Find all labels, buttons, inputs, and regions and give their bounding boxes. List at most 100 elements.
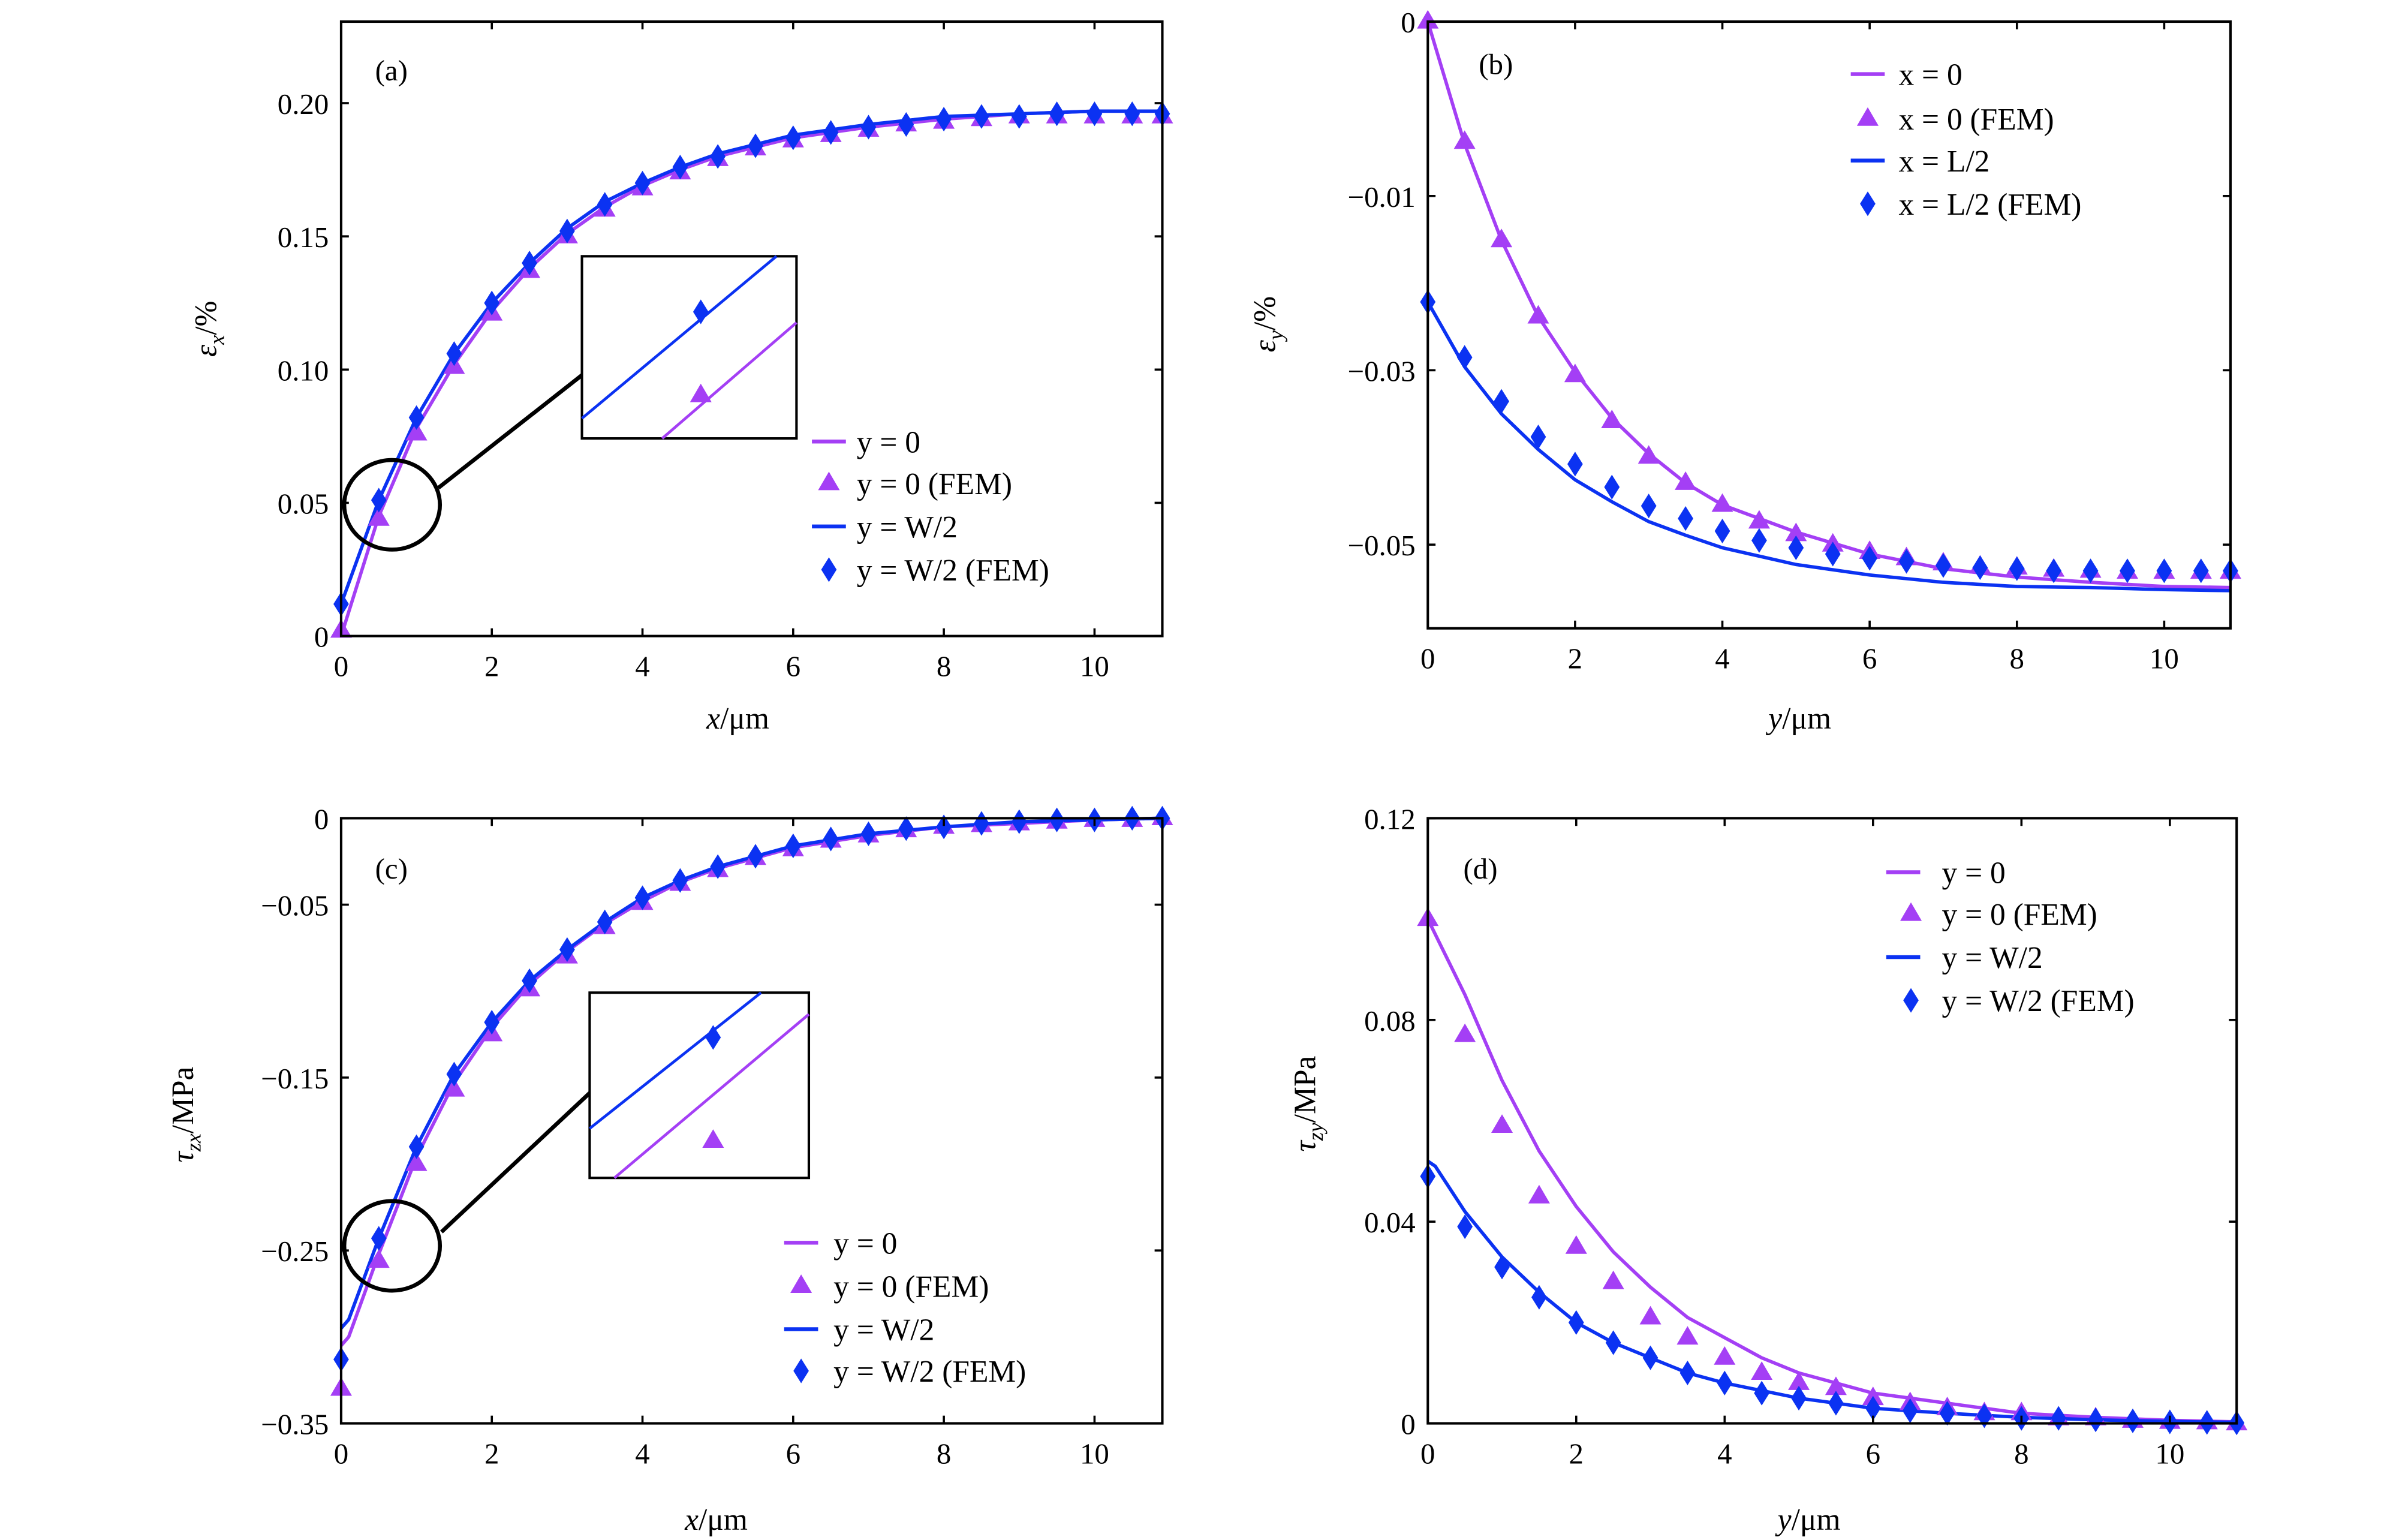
y-tick-label: −0.35 bbox=[261, 1408, 329, 1441]
x-tick-label: 10 bbox=[1080, 1437, 1109, 1470]
data-point-triangle bbox=[1601, 410, 1623, 428]
legend-entry: y = 0 (FEM) bbox=[818, 467, 1012, 501]
legend-label: y = 0 bbox=[833, 1226, 897, 1261]
x-tick-label: 0 bbox=[334, 650, 348, 683]
legend-entry: x = 0 (FEM) bbox=[1856, 103, 2054, 137]
y-tick-label: −0.03 bbox=[1348, 354, 1416, 387]
x-axis-symbol: x bbox=[684, 1503, 699, 1537]
legend-marker-triangle bbox=[1900, 902, 1922, 921]
legend-entry: x = L/2 bbox=[1850, 145, 1989, 179]
y-axis-subscript: x bbox=[204, 335, 228, 345]
y-axis-symbol: ε bbox=[189, 344, 223, 357]
legend-entry: y = 0 bbox=[784, 1226, 897, 1261]
y-axis-unit: /% bbox=[189, 301, 223, 335]
data-point-diamond bbox=[1494, 389, 1509, 414]
data-point-triangle bbox=[1454, 1023, 1476, 1042]
y-axis-unit: /MPa bbox=[1288, 1056, 1322, 1123]
data-point-diamond bbox=[1865, 1395, 1881, 1421]
x-tick-label: 10 bbox=[1080, 650, 1109, 683]
data-point-diamond bbox=[1049, 101, 1065, 127]
legend-marker-diamond bbox=[793, 1358, 809, 1383]
data-point-triangle bbox=[1751, 1361, 1773, 1380]
plot-area bbox=[330, 805, 1173, 1396]
inset-data-point-triangle bbox=[690, 383, 712, 402]
x-tick-label: 8 bbox=[937, 650, 951, 683]
data-point-diamond bbox=[898, 816, 914, 841]
panel-label: (a) bbox=[375, 54, 408, 87]
x-tick-label: 0 bbox=[334, 1437, 348, 1470]
data-point-diamond bbox=[559, 937, 575, 962]
axes-frame bbox=[1426, 817, 2238, 1425]
data-point-triangle bbox=[1676, 1326, 1699, 1345]
x-tick-label: 2 bbox=[484, 650, 499, 683]
data-point-triangle bbox=[1675, 471, 1697, 490]
panel-label: (c) bbox=[375, 852, 408, 885]
data-point-diamond bbox=[371, 1226, 387, 1251]
data-point-triangle bbox=[1602, 1270, 1624, 1289]
zoom-connector-line bbox=[440, 1091, 591, 1234]
y-axis-symbol: ε bbox=[1248, 339, 1282, 352]
x-tick-label: 0 bbox=[1420, 1437, 1435, 1470]
y-axis-label: εy/% bbox=[1248, 296, 1287, 352]
data-point-triangle bbox=[1527, 305, 1549, 324]
data-point-triangle bbox=[1748, 510, 1770, 529]
y-axis-subscript: y bbox=[1263, 330, 1287, 342]
x-axis-label: x/μm bbox=[706, 702, 769, 736]
axes-frame bbox=[1426, 20, 2232, 630]
x-axis-unit: /μm bbox=[1792, 1503, 1841, 1537]
data-point-diamond bbox=[1568, 1310, 1584, 1335]
legend-label: y = 0 (FEM) bbox=[857, 467, 1012, 501]
data-point-diamond bbox=[597, 909, 613, 934]
y-tick-label: 0 bbox=[1401, 6, 1415, 39]
y-axis-label: τzx/MPa bbox=[166, 1067, 206, 1163]
data-point-diamond bbox=[484, 1010, 500, 1035]
data-point-triangle bbox=[1714, 1346, 1736, 1365]
x-tick-label: 6 bbox=[786, 650, 800, 683]
legend: y = 0 y = 0 (FEM) y = W/2 y = W/2 (FEM) bbox=[1886, 856, 2135, 1018]
zoom-region-circle bbox=[342, 1199, 443, 1293]
data-point-diamond bbox=[1902, 1398, 1918, 1424]
panel-c-shear-zx: 0 2 4 6 8 10 0 −0.05 −0.15 −0.25 −0.35 (c) x/μm τzx/M… bbox=[166, 802, 1173, 1537]
data-point-triangle bbox=[368, 507, 390, 526]
y-tick-label: −0.05 bbox=[1348, 529, 1416, 562]
x-axis-symbol: x bbox=[706, 702, 720, 736]
x-tick-label: 0 bbox=[1420, 642, 1435, 675]
x-tick-label: 8 bbox=[937, 1437, 951, 1470]
data-point-diamond bbox=[2051, 1406, 2067, 1431]
data-point-diamond bbox=[1605, 1330, 1621, 1355]
data-point-diamond bbox=[2125, 1408, 2141, 1433]
inset-series-line bbox=[588, 991, 762, 1130]
series-line-2 bbox=[1426, 301, 2231, 592]
data-point-diamond bbox=[1976, 1403, 1992, 1428]
data-point-diamond bbox=[1011, 104, 1027, 129]
data-point-diamond bbox=[1124, 101, 1140, 127]
data-point-triangle bbox=[405, 1152, 428, 1171]
zoom-connector-line bbox=[437, 373, 583, 490]
data-point-triangle bbox=[1417, 10, 1439, 29]
x-tick-label: 4 bbox=[1715, 642, 1729, 675]
legend-entry: y = W/2 bbox=[812, 510, 958, 545]
x-axis-symbol: y bbox=[1775, 1503, 1792, 1537]
data-point-diamond bbox=[1898, 549, 1915, 574]
legend-entry: y = 0 bbox=[1886, 856, 2006, 891]
data-point-triangle bbox=[1491, 228, 1513, 248]
x-tick-label: 2 bbox=[484, 1437, 499, 1470]
data-point-diamond bbox=[2193, 558, 2209, 583]
data-point-triangle bbox=[443, 1078, 465, 1097]
y-tick-label: 0.12 bbox=[1364, 802, 1416, 835]
data-point-diamond bbox=[974, 104, 989, 129]
legend-entry: x = L/2 (FEM) bbox=[1860, 188, 2081, 222]
x-axis-label: y/μm bbox=[1765, 702, 1831, 736]
x-axis-unit: /μm bbox=[1782, 702, 1831, 736]
data-point-diamond bbox=[2009, 556, 2025, 581]
data-point-diamond bbox=[1456, 345, 1473, 370]
panel-label: (d) bbox=[1463, 852, 1497, 885]
data-point-diamond bbox=[522, 968, 537, 994]
data-point-diamond bbox=[1862, 546, 1878, 571]
y-tick-label: 0.20 bbox=[278, 88, 329, 121]
data-point-diamond bbox=[2120, 558, 2135, 583]
legend-entry: x = 0 bbox=[1850, 58, 1962, 92]
